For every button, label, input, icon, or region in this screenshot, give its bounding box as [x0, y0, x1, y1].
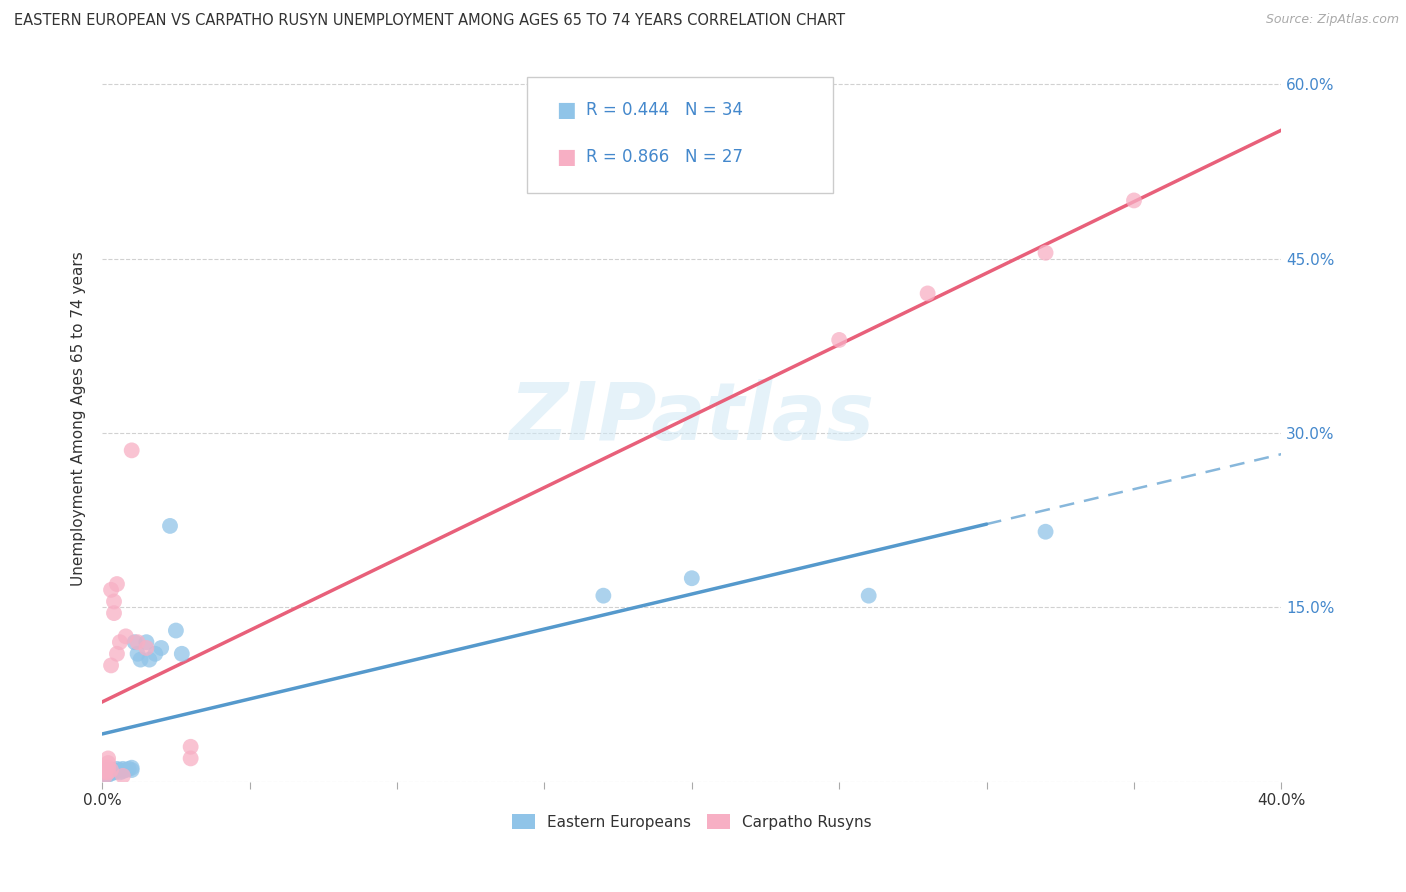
Point — [165, 624, 187, 638]
Point — [127, 635, 149, 649]
Point — [108, 763, 131, 777]
Point — [105, 577, 128, 591]
Point — [100, 763, 122, 777]
Point — [858, 589, 880, 603]
Point — [1123, 194, 1146, 208]
Point — [97, 751, 120, 765]
Point — [592, 589, 614, 603]
Point — [121, 443, 143, 458]
Point — [94, 763, 117, 777]
Point — [1035, 245, 1057, 260]
Text: R = 0.866   N = 27: R = 0.866 N = 27 — [586, 148, 742, 166]
Text: EASTERN EUROPEAN VS CARPATHO RUSYN UNEMPLOYMENT AMONG AGES 65 TO 74 YEARS CORREL: EASTERN EUROPEAN VS CARPATHO RUSYN UNEMP… — [14, 13, 845, 29]
Point — [100, 658, 122, 673]
Point — [135, 635, 157, 649]
Point — [127, 647, 149, 661]
Point — [150, 640, 173, 655]
Legend: Eastern Europeans, Carpatho Rusyns: Eastern Europeans, Carpatho Rusyns — [506, 807, 877, 836]
Y-axis label: Unemployment Among Ages 65 to 74 years: Unemployment Among Ages 65 to 74 years — [72, 251, 86, 586]
Point — [180, 751, 202, 765]
Point — [97, 765, 120, 780]
Point — [94, 765, 117, 780]
Point — [100, 766, 122, 780]
Point — [124, 635, 146, 649]
Point — [97, 767, 120, 781]
Point — [103, 765, 125, 780]
Point — [108, 765, 131, 780]
Point — [97, 761, 120, 775]
Point — [121, 761, 143, 775]
Text: ■: ■ — [557, 100, 576, 120]
Point — [129, 652, 152, 666]
Point — [159, 519, 181, 533]
Point — [138, 652, 160, 666]
Point — [105, 647, 128, 661]
Point — [111, 769, 134, 783]
Point — [94, 761, 117, 775]
Point — [111, 762, 134, 776]
Point — [1035, 524, 1057, 539]
Point — [118, 762, 141, 776]
Point — [121, 763, 143, 777]
Point — [105, 764, 128, 779]
Point — [97, 763, 120, 777]
Point — [135, 640, 157, 655]
Point — [103, 763, 125, 777]
Point — [828, 333, 851, 347]
Point — [108, 635, 131, 649]
Point — [94, 769, 117, 783]
Text: Source: ZipAtlas.com: Source: ZipAtlas.com — [1265, 13, 1399, 27]
Point — [94, 769, 117, 783]
Point — [143, 647, 166, 661]
Point — [103, 594, 125, 608]
Point — [180, 739, 202, 754]
Point — [114, 763, 136, 777]
Point — [94, 767, 117, 781]
Text: R = 0.444   N = 34: R = 0.444 N = 34 — [586, 101, 742, 119]
Point — [111, 764, 134, 779]
Text: ZIPatlas: ZIPatlas — [509, 379, 875, 458]
Point — [114, 629, 136, 643]
Point — [103, 606, 125, 620]
FancyBboxPatch shape — [527, 77, 834, 194]
Point — [100, 764, 122, 779]
Point — [97, 765, 120, 780]
Text: ■: ■ — [557, 147, 576, 167]
Point — [100, 582, 122, 597]
Point — [105, 762, 128, 776]
Point — [170, 647, 193, 661]
Point — [917, 286, 939, 301]
Point — [681, 571, 703, 585]
Point — [94, 765, 117, 780]
Point — [97, 756, 120, 770]
